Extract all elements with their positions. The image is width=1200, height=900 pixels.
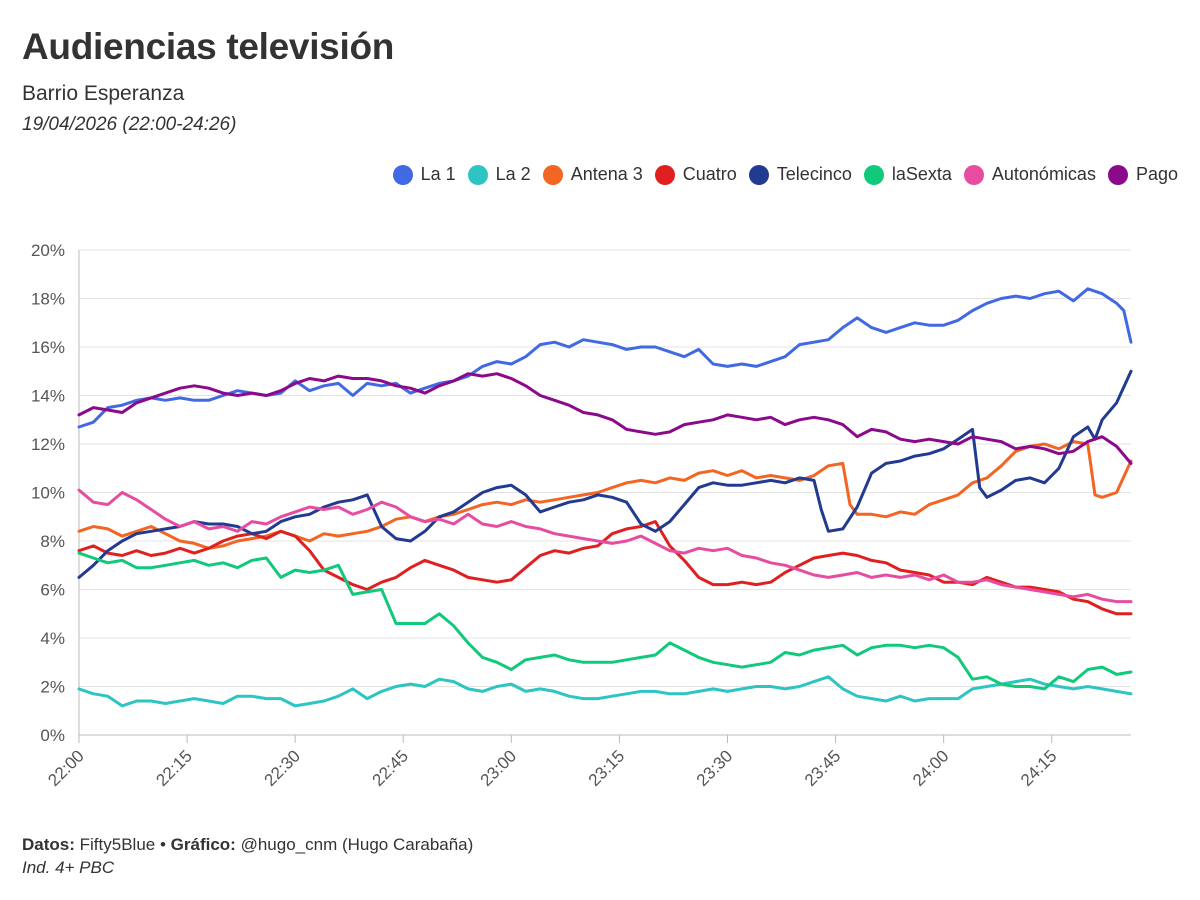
legend-item-autonomicas: Autonómicas <box>963 164 1096 185</box>
series-line-autonomicas <box>77 488 1133 604</box>
chart-title: Audiencias televisión <box>22 26 395 67</box>
y-tick-label: 20% <box>31 241 65 260</box>
chart-legend: La 1 La 2 Antena 3 Cuatro Telecinco laSexta Au… <box>381 164 1178 185</box>
data-source-label: Datos: <box>22 835 75 854</box>
audience-note: Ind. 4+ PBC <box>22 858 115 877</box>
chart-subtitle: Barrio Esperanza <box>22 82 185 105</box>
legend-swatch <box>963 164 984 185</box>
legend-label: Pago <box>1135 164 1178 184</box>
series-line-pago <box>77 372 1133 465</box>
chart-author-value: @hugo_cnm (Hugo Carabaña) <box>240 835 474 854</box>
legend-label: laSexta <box>891 164 952 184</box>
y-tick-label: 4% <box>40 629 65 648</box>
legend-label: Telecinco <box>776 164 852 184</box>
legend-swatch <box>542 164 563 185</box>
data-source-value: Fifty5Blue <box>79 835 156 854</box>
series-line-telecinco <box>77 369 1133 579</box>
legend-label: La 1 <box>420 164 456 184</box>
y-tick-label: 2% <box>40 678 65 697</box>
x-tick-label: 23:30 <box>693 746 737 790</box>
chart-date-range: 19/04/2026 (22:00-24:26) <box>22 114 237 135</box>
x-tick-label: 22:45 <box>369 746 413 790</box>
y-tick-label: 0% <box>40 726 65 745</box>
legend-item-la-1: La 1 <box>392 164 456 185</box>
legend-swatch <box>467 164 488 185</box>
y-tick-label: 14% <box>31 387 65 406</box>
x-tick-label: 24:00 <box>909 746 953 790</box>
legend-swatch <box>863 164 884 185</box>
legend-swatch <box>392 164 413 185</box>
x-tick-label: 22:00 <box>44 746 88 790</box>
legend-item-lasexta: laSexta <box>863 164 952 185</box>
legend-swatch <box>654 164 675 185</box>
legend-item-telecinco: Telecinco <box>748 164 852 185</box>
legend-label: Antena 3 <box>570 164 643 184</box>
x-tick-label: 23:00 <box>477 746 521 790</box>
credits-separator: • <box>159 835 166 854</box>
y-tick-label: 12% <box>31 435 65 454</box>
legend-label: Autonómicas <box>991 164 1096 184</box>
x-tick-label: 23:15 <box>585 746 629 790</box>
legend-label: Cuatro <box>682 164 737 184</box>
series-line-lasexta <box>77 551 1133 691</box>
x-tick-label: 24:15 <box>1017 746 1061 790</box>
x-tick-label: 23:45 <box>801 746 845 790</box>
x-tick-label: 22:15 <box>152 746 196 790</box>
legend-item-antena-3: Antena 3 <box>542 164 643 185</box>
y-tick-label: 10% <box>31 484 65 503</box>
chart-credits: Datos: Fifty5Blue • Gráfico: @hugo_cnm (… <box>22 835 473 855</box>
legend-item-la-2: La 2 <box>467 164 531 185</box>
y-tick-label: 16% <box>31 338 65 357</box>
series-line-la-1 <box>77 287 1133 429</box>
y-tick-label: 8% <box>40 532 65 551</box>
legend-label: La 2 <box>495 164 531 184</box>
legend-item-pago: Pago <box>1107 164 1178 185</box>
legend-item-cuatro: Cuatro <box>654 164 737 185</box>
chart-author-label: Gráfico: <box>170 835 236 854</box>
legend-swatch <box>748 164 769 185</box>
legend-swatch <box>1107 164 1128 185</box>
y-tick-label: 18% <box>31 290 65 309</box>
y-tick-label: 6% <box>40 581 65 600</box>
x-tick-label: 22:30 <box>260 746 304 790</box>
series-line-la-2 <box>77 675 1133 708</box>
